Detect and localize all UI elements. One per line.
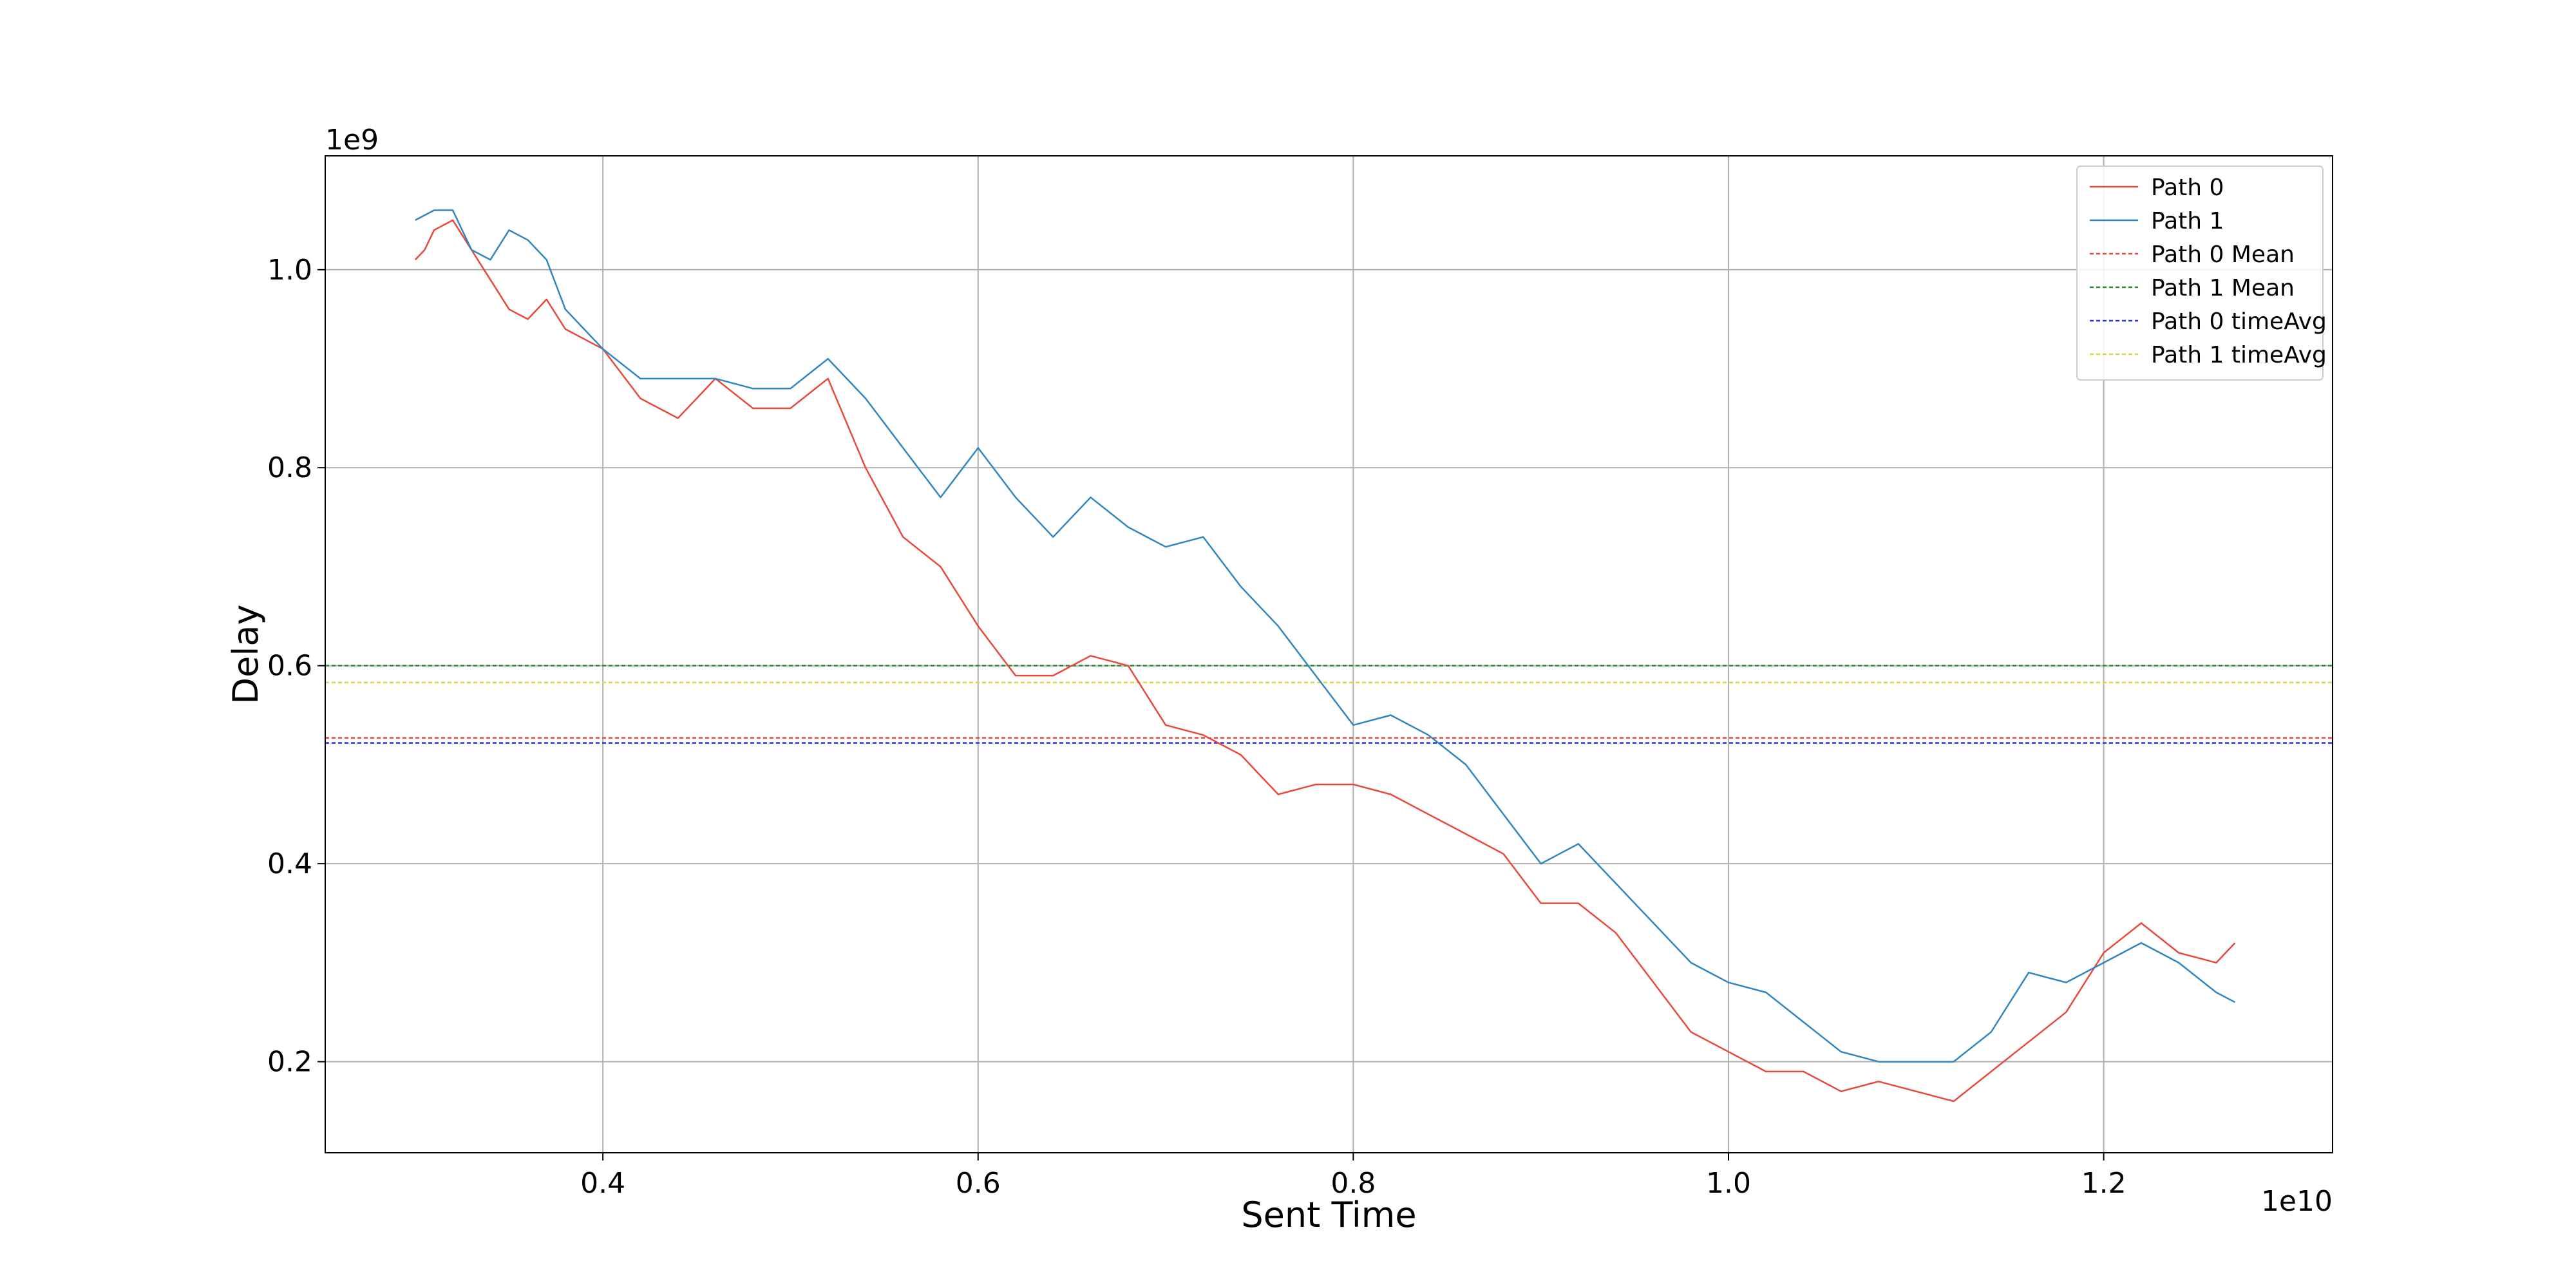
legend: Path 0 Path 1 Path 0 Mean Path 1 Mean Path 0… bbox=[2076, 166, 2327, 381]
x-tick-label: 1.2 bbox=[2081, 1167, 2126, 1200]
grid bbox=[325, 156, 2333, 1153]
legend-label-path-1-mean: Path 1 Mean bbox=[2151, 275, 2295, 301]
x-tick-label: 0.8 bbox=[1331, 1167, 1376, 1200]
x-tick-label: 0.6 bbox=[956, 1167, 1001, 1200]
x-tick-label: 1.0 bbox=[1706, 1167, 1751, 1200]
path-1-line bbox=[415, 209, 2236, 1063]
legend-label-path-0-mean: Path 0 Mean bbox=[2151, 242, 2295, 268]
x-axis-label: Sent Time bbox=[1241, 1195, 1416, 1235]
x-tick-label: 0.4 bbox=[580, 1167, 625, 1200]
y-axis-ticks: 0.2 0.4 0.6 0.8 1.0 bbox=[267, 254, 325, 1079]
series-lines bbox=[414, 209, 2236, 1103]
y-tick-label: 0.2 bbox=[267, 1046, 312, 1079]
legend-label-path-1-timeavg: Path 1 timeAvg bbox=[2151, 342, 2327, 368]
y-tick-label: 0.8 bbox=[267, 451, 312, 484]
legend-label-path-1: Path 1 bbox=[2151, 208, 2224, 234]
legend-label-path-0: Path 0 bbox=[2151, 175, 2224, 201]
y-tick-label: 0.6 bbox=[267, 650, 312, 683]
y-tick-label: 1.0 bbox=[267, 254, 312, 287]
y-axis-label: Delay bbox=[225, 605, 266, 705]
x-axis-ticks: 0.4 0.6 0.8 1.0 1.2 bbox=[580, 1153, 2126, 1200]
legend-box bbox=[2076, 166, 2324, 381]
legend-label-path-0-timeavg: Path 0 timeAvg bbox=[2151, 308, 2327, 335]
plot-frame bbox=[325, 155, 2333, 1153]
x-axis-offset-label: 1e10 bbox=[2261, 1185, 2333, 1218]
y-axis-offset-label: 1e9 bbox=[325, 124, 379, 156]
y-tick-label: 0.4 bbox=[267, 848, 312, 880]
